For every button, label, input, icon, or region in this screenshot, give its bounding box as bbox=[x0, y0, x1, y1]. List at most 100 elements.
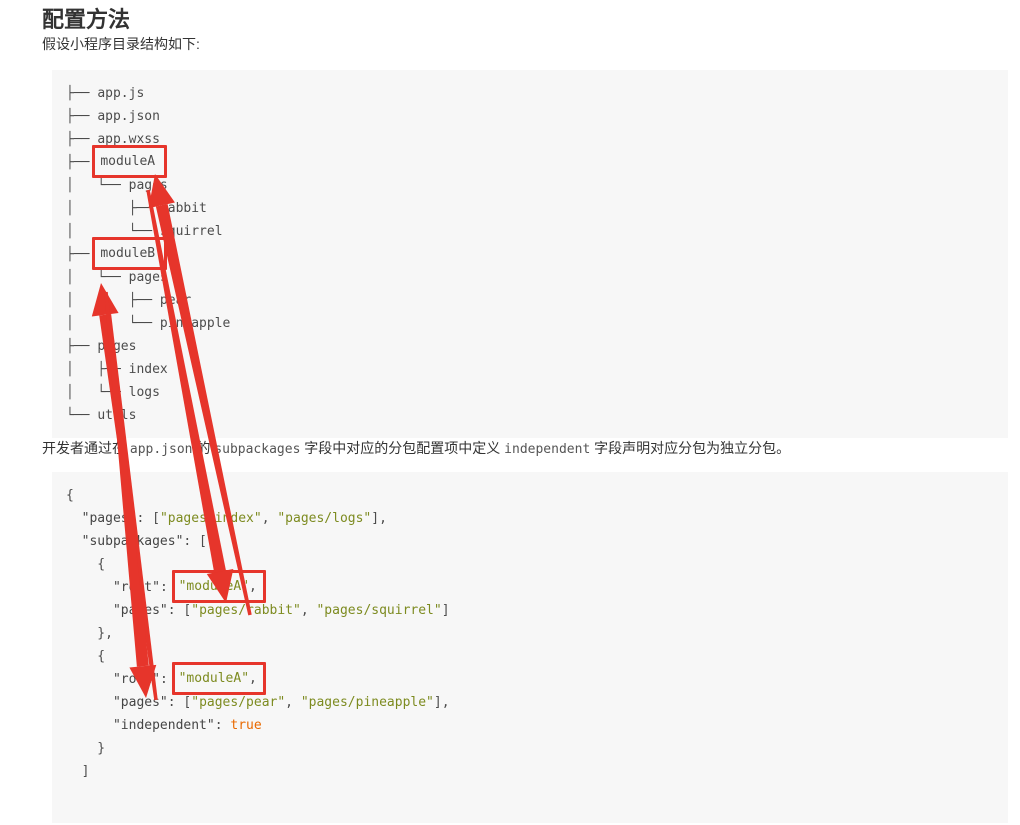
code-token bbox=[66, 511, 82, 526]
code-token: "pages/pineapple" bbox=[300, 695, 434, 710]
tree-branch-glyph: │ ├── bbox=[66, 293, 160, 308]
code-token: "moduleA" bbox=[178, 671, 250, 686]
tree-branch-glyph: │ └── bbox=[66, 178, 129, 193]
code-token: "pages/rabbit" bbox=[191, 603, 301, 618]
code-line: "subpackages": [ bbox=[66, 530, 992, 553]
code-token: "pages" bbox=[81, 511, 137, 526]
tree-branch-glyph: ├── bbox=[66, 132, 98, 147]
code-token bbox=[66, 695, 113, 710]
code-token: "pages/pear" bbox=[191, 695, 286, 710]
inline-code: app.json bbox=[129, 442, 193, 457]
code-token: , bbox=[249, 579, 257, 594]
code-token: ], bbox=[433, 695, 450, 710]
tree-entry-name: squirrel bbox=[159, 224, 223, 239]
tree-entry-name: app.wxss bbox=[97, 132, 160, 147]
text-segment: 开发者通过在 bbox=[42, 440, 130, 456]
tree-line: ├── app.json bbox=[66, 105, 992, 128]
text-segment: 的 bbox=[192, 440, 215, 456]
code-token: ], bbox=[371, 511, 387, 526]
tree-line: │ └── pages bbox=[66, 266, 992, 289]
code-token: ] bbox=[66, 764, 90, 779]
tree-branch-glyph: │ └── bbox=[66, 316, 160, 331]
red-highlight-box: moduleA bbox=[92, 145, 168, 178]
directory-tree-code-block: ├── app.js ├── app.json ├── app.wxss ├── mo… bbox=[52, 70, 1008, 438]
tree-line: ├── moduleA bbox=[66, 145, 992, 178]
tree-entry-name: app.js bbox=[97, 86, 145, 101]
code-token: : [ bbox=[167, 603, 192, 618]
code-token: : [ bbox=[183, 534, 207, 549]
code-line: }, bbox=[66, 622, 992, 645]
app-json-code-block: { "pages": ["pages/index", "pages/logs"]… bbox=[52, 472, 1008, 823]
intro-paragraph: 假设小程序目录结构如下: bbox=[42, 36, 200, 52]
code-line: { bbox=[66, 484, 992, 507]
text-segment: 字段中对应的分包配置项中定义 bbox=[300, 440, 505, 456]
tree-branch-glyph: │ ├── bbox=[66, 201, 160, 216]
tree-entry-name: index bbox=[128, 362, 168, 377]
tree-line: │ ├── pear bbox=[66, 289, 992, 312]
tree-branch-glyph: │ ├── bbox=[66, 362, 129, 377]
tree-branch-glyph: ├── bbox=[66, 86, 98, 101]
code-token: "pages/squirrel" bbox=[316, 603, 442, 618]
tree-entry-name: pineapple bbox=[159, 316, 231, 331]
code-token: : bbox=[159, 672, 176, 687]
tree-branch-glyph: ├── bbox=[66, 247, 98, 262]
red-highlight-box: moduleB bbox=[92, 237, 168, 270]
code-token: }, bbox=[66, 626, 113, 641]
code-token: { bbox=[66, 649, 106, 664]
tree-line: │ ├── index bbox=[66, 358, 992, 381]
text-segment: 字段声明对应分包为独立分包。 bbox=[590, 440, 791, 456]
tree-entry-name: pages bbox=[128, 178, 168, 193]
page-title: 配置方法 bbox=[42, 7, 131, 32]
description-paragraph: 开发者通过在 app.json 的 subpackages 字段中对应的分包配置… bbox=[42, 438, 1008, 460]
code-token: "pages/logs" bbox=[277, 511, 372, 526]
tree-line: ├── pages bbox=[66, 335, 992, 358]
code-token: : bbox=[214, 718, 231, 733]
tree-branch-glyph: ├── bbox=[66, 155, 98, 170]
code-token: "moduleA" bbox=[178, 579, 250, 594]
code-token: { bbox=[66, 488, 74, 503]
code-token: , bbox=[285, 695, 301, 710]
tree-entry-name: rabbit bbox=[159, 201, 207, 216]
tree-line: ├── moduleB bbox=[66, 237, 992, 270]
code-token: "root" bbox=[112, 580, 160, 595]
code-token bbox=[66, 580, 113, 595]
tree-line: ├── app.wxss bbox=[66, 128, 992, 151]
inline-code: independent bbox=[504, 442, 591, 457]
tree-entry-name: pear bbox=[159, 293, 192, 308]
code-token bbox=[66, 718, 113, 733]
code-line: ] bbox=[66, 760, 992, 783]
code-token: , bbox=[300, 603, 317, 618]
tree-branch-glyph: ├── bbox=[66, 109, 98, 124]
tree-branch-glyph: │ └── bbox=[66, 270, 129, 285]
code-token: } bbox=[66, 741, 106, 756]
code-token: "pages" bbox=[112, 695, 168, 710]
code-token: , bbox=[249, 671, 257, 686]
code-token: : [ bbox=[167, 695, 192, 710]
code-line: "root": "moduleA", bbox=[66, 662, 992, 695]
tree-line: │ └── logs bbox=[66, 381, 992, 404]
code-token bbox=[66, 534, 82, 549]
tree-line: └── utils bbox=[66, 404, 992, 427]
code-token bbox=[66, 603, 113, 618]
code-token: , bbox=[261, 511, 278, 526]
code-token: "subpackages" bbox=[81, 534, 184, 549]
code-line: "root": "moduleA", bbox=[66, 570, 992, 603]
code-line: } bbox=[66, 737, 992, 760]
tree-entry-name: logs bbox=[128, 385, 160, 400]
tree-branch-glyph: │ └── bbox=[66, 385, 129, 400]
tree-line: ├── app.js bbox=[66, 82, 992, 105]
code-token: "independent" bbox=[112, 718, 215, 733]
code-token bbox=[66, 672, 113, 687]
code-token: true bbox=[230, 718, 262, 733]
tree-entry-name: utils bbox=[97, 408, 137, 423]
code-token: ] bbox=[441, 603, 450, 618]
tree-branch-glyph: └── bbox=[66, 408, 98, 423]
tree-line: │ ├── rabbit bbox=[66, 197, 992, 220]
code-token: : [ bbox=[136, 511, 160, 526]
code-line: "pages": ["pages/index", "pages/logs"], bbox=[66, 507, 992, 530]
tree-entry-name: pages bbox=[97, 339, 137, 354]
tree-line: │ └── pages bbox=[66, 174, 992, 197]
code-line: "pages": ["pages/pear", "pages/pineapple… bbox=[66, 691, 992, 714]
code-token: "root" bbox=[112, 672, 160, 687]
